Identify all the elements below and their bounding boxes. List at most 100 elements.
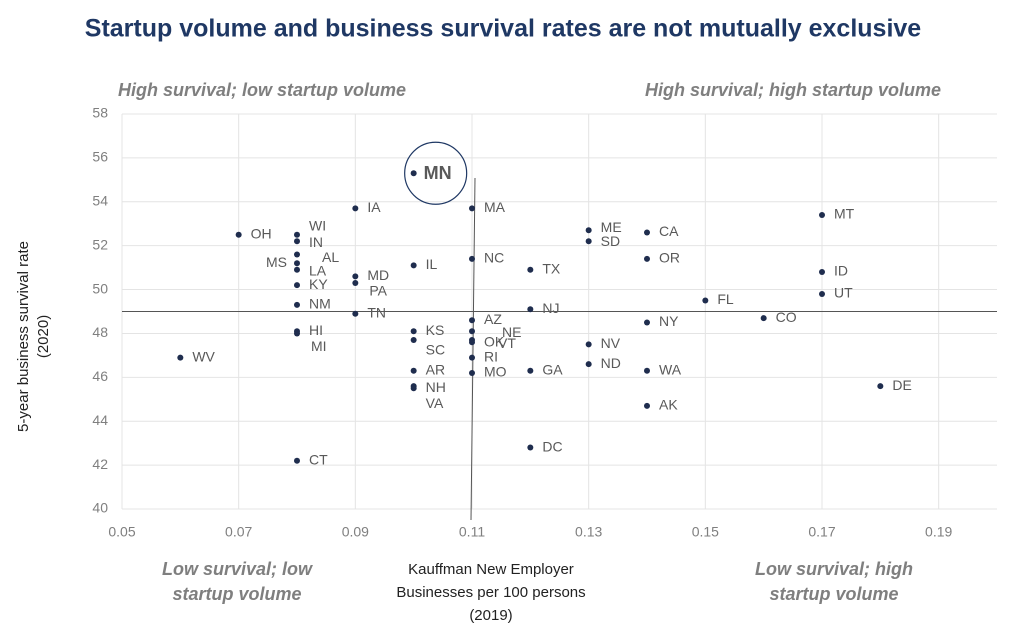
point bbox=[177, 354, 184, 361]
y-tick-label: 54 bbox=[92, 192, 108, 208]
point bbox=[294, 260, 300, 267]
point bbox=[644, 367, 650, 374]
y-tick-label: 50 bbox=[92, 280, 108, 296]
point-label: MT bbox=[834, 206, 855, 222]
y-tick-label: 44 bbox=[92, 412, 108, 428]
annotation: Low survival; high startup volume bbox=[755, 559, 913, 604]
point bbox=[644, 319, 650, 326]
y-axis-label: (2020) bbox=[35, 315, 52, 358]
point-label: DC bbox=[542, 438, 562, 454]
y-tick-label: 46 bbox=[92, 368, 108, 384]
highlight-ring bbox=[404, 141, 468, 205]
reference-line bbox=[470, 177, 476, 521]
y-axis-label: 5-year business survival rate bbox=[15, 241, 32, 432]
point bbox=[469, 328, 475, 335]
y-tick-label: 56 bbox=[92, 149, 108, 165]
x-tick-label: 0.05 bbox=[108, 524, 135, 540]
point bbox=[294, 330, 300, 337]
point-label: ID bbox=[834, 263, 848, 279]
point bbox=[294, 251, 300, 258]
point-label: MA bbox=[484, 199, 506, 215]
x-tick-label: 0.19 bbox=[925, 524, 952, 540]
point bbox=[644, 402, 650, 409]
point bbox=[585, 361, 592, 368]
point-label: NY bbox=[659, 313, 679, 329]
point-label: OR bbox=[659, 250, 680, 266]
point-label: SC bbox=[426, 342, 445, 358]
point bbox=[294, 457, 300, 464]
y-tick-label: 42 bbox=[92, 456, 108, 472]
point bbox=[760, 315, 767, 322]
point-label: DE bbox=[892, 377, 911, 393]
point bbox=[352, 273, 359, 280]
point-label: OH bbox=[251, 225, 272, 241]
point-label: KY bbox=[309, 276, 328, 292]
point-label: TN bbox=[367, 304, 386, 320]
point-label: MI bbox=[311, 338, 327, 354]
point bbox=[352, 310, 359, 317]
point bbox=[527, 367, 534, 374]
point bbox=[819, 211, 825, 218]
point-label: AL bbox=[322, 249, 339, 265]
y-tick-label: 52 bbox=[92, 236, 108, 252]
point-label: NV bbox=[601, 335, 621, 351]
point-label: NM bbox=[309, 296, 331, 312]
point bbox=[294, 282, 300, 289]
point-label: OK bbox=[484, 334, 505, 350]
point bbox=[410, 170, 417, 177]
point-label: NH bbox=[426, 379, 446, 395]
point-label: WV bbox=[192, 348, 215, 364]
point bbox=[469, 354, 475, 361]
point bbox=[469, 317, 475, 324]
point bbox=[294, 238, 300, 245]
point bbox=[410, 385, 417, 392]
point-label: VT bbox=[498, 335, 516, 351]
x-tick-label: 0.17 bbox=[808, 524, 835, 540]
point-label: ND bbox=[601, 355, 621, 371]
point bbox=[644, 255, 650, 262]
annotation: Low survival; low startup volume bbox=[162, 559, 313, 604]
point bbox=[527, 444, 534, 451]
point-label: IN bbox=[309, 234, 323, 250]
point-label: CT bbox=[309, 451, 328, 467]
point bbox=[410, 328, 417, 335]
point-label: NE bbox=[502, 324, 521, 340]
y-tick-label: 58 bbox=[92, 105, 108, 121]
point bbox=[294, 301, 300, 308]
point-label: FL bbox=[717, 291, 734, 307]
point-label: AR bbox=[426, 361, 445, 377]
point-label: AZ bbox=[484, 311, 502, 327]
point bbox=[644, 229, 650, 236]
point bbox=[527, 306, 534, 313]
point bbox=[585, 341, 592, 348]
x-axis-label: (2019) bbox=[469, 607, 512, 623]
point-label: VA bbox=[426, 395, 444, 411]
point-label: NJ bbox=[542, 300, 559, 316]
point-label: WI bbox=[309, 217, 326, 233]
point bbox=[702, 297, 709, 304]
x-tick-label: 0.13 bbox=[575, 524, 602, 540]
point-label: MD bbox=[367, 267, 389, 283]
point bbox=[410, 337, 417, 344]
point-label: MO bbox=[484, 364, 507, 380]
point bbox=[469, 339, 475, 346]
point-label: ME bbox=[601, 219, 622, 235]
point bbox=[819, 269, 825, 275]
point-label: HI bbox=[309, 322, 323, 338]
x-tick-label: 0.07 bbox=[225, 524, 252, 540]
point-label: KS bbox=[426, 322, 445, 338]
point bbox=[410, 367, 417, 374]
point bbox=[819, 290, 825, 297]
point bbox=[585, 227, 592, 234]
x-tick-label: 0.09 bbox=[342, 524, 369, 540]
point bbox=[294, 266, 300, 273]
point bbox=[585, 238, 592, 245]
point bbox=[352, 205, 359, 212]
point-label: MS bbox=[266, 254, 287, 270]
point-label: PA bbox=[369, 283, 387, 299]
point-label: IL bbox=[426, 256, 438, 272]
point-label: CO bbox=[776, 309, 797, 325]
point bbox=[410, 262, 417, 269]
x-tick-label: 0.15 bbox=[692, 524, 719, 540]
